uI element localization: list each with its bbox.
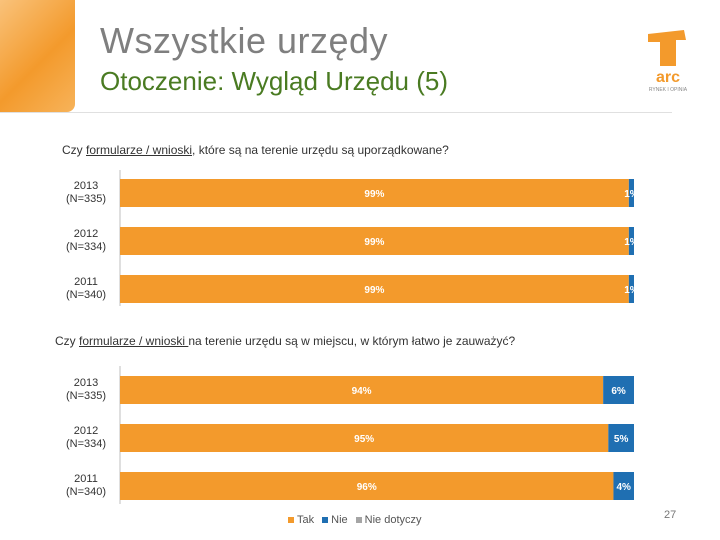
data-label: 6% xyxy=(611,386,626,397)
bar-tak xyxy=(120,179,629,207)
logo-brand: arc xyxy=(656,69,680,86)
chart2-question: Czy formularze / wnioski na terenie urzę… xyxy=(55,334,516,348)
legend-item-tak: Tak xyxy=(288,514,314,526)
data-label: 96% xyxy=(357,482,377,493)
legend-item-nie-dotyczy: Nie dotyczy xyxy=(355,514,422,526)
bar-nie xyxy=(613,472,634,500)
bar-tak xyxy=(120,275,629,303)
page-title: Wszystkie urzędy xyxy=(100,20,389,61)
legend-swatch xyxy=(322,517,329,523)
header-decoration xyxy=(0,0,75,112)
bar-tak xyxy=(120,376,604,404)
bar-nie xyxy=(628,179,634,207)
category-label: 2013 (N=335) xyxy=(66,377,106,402)
bar-nie xyxy=(628,227,634,255)
data-label: 99% xyxy=(364,285,384,296)
bar-nie xyxy=(603,376,634,404)
data-label: 1% xyxy=(624,189,639,200)
legend-swatch xyxy=(288,517,294,523)
bar-nie xyxy=(608,424,634,452)
data-label: 1% xyxy=(624,285,639,296)
data-label: 5% xyxy=(614,434,629,445)
data-label: 95% xyxy=(354,434,374,445)
arc-logo: arc RYNEK I OPINIA xyxy=(648,30,688,93)
data-label: 94% xyxy=(352,386,372,397)
category-label: 2012 (N=334) xyxy=(66,228,106,253)
category-label: 2012 (N=334) xyxy=(66,425,106,450)
logo-tagline: RYNEK I OPINIA xyxy=(649,87,688,93)
data-label: 4% xyxy=(616,482,631,493)
page-subtitle: Otoczenie: Wygląd Urzędu (5) xyxy=(100,66,449,96)
legend-item-nie: Nie xyxy=(322,514,348,526)
data-label: 99% xyxy=(364,189,384,200)
bar-tak xyxy=(120,472,614,500)
legend-swatch xyxy=(355,517,362,523)
category-label: 2013 (N=335) xyxy=(66,180,106,205)
bar-nie xyxy=(628,275,634,303)
bar-tak xyxy=(120,424,609,452)
chart1-question: Czy formularze / wnioski, które są na te… xyxy=(62,143,449,157)
data-label: 99% xyxy=(364,237,384,248)
bar-tak xyxy=(120,227,629,255)
category-label: 2011 (N=340) xyxy=(66,276,106,301)
category-label: 2011 (N=340) xyxy=(66,473,106,498)
data-label: 1% xyxy=(624,237,639,248)
header-divider xyxy=(0,112,672,113)
legend: Tak Nie Nie dotyczy xyxy=(288,514,422,526)
page-number: 27 xyxy=(664,509,677,521)
